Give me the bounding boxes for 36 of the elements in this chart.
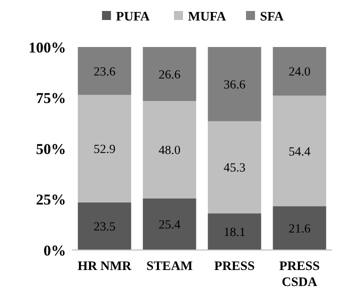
data-label: 54.4 [288, 144, 312, 158]
y-tick-label: 100% [28, 40, 66, 56]
data-label: 23.5 [94, 220, 116, 234]
bar [142, 198, 196, 250]
x-tick-label: STEAM [146, 258, 193, 273]
bar [208, 121, 262, 214]
bar [272, 47, 326, 96]
data-label: 26.6 [158, 67, 180, 82]
x-tick-label: PRESS [214, 258, 255, 273]
data-label: 23.6 [94, 64, 116, 78]
data-label: 25.4 [158, 218, 182, 232]
data-label: 18.1 [224, 225, 246, 240]
legend-label: MUFA [188, 8, 227, 24]
data-label: 24.0 [288, 64, 310, 79]
data-label: 52.9 [94, 142, 116, 156]
bar [208, 213, 262, 250]
bar [78, 47, 132, 95]
bar [208, 47, 262, 122]
legend-label: PUFA [116, 8, 150, 24]
x-tick-label: PRESS CSDA [279, 258, 320, 289]
bar [272, 206, 326, 250]
legend-label: SFA [260, 8, 284, 24]
x-tick-label: HR NMR [78, 258, 132, 273]
data-label: 45.3 [224, 160, 246, 175]
y-tick-label: 75% [36, 91, 66, 107]
bar [78, 202, 132, 250]
y-tick-label: 25% [36, 192, 66, 208]
y-tick-label: 50% [36, 142, 66, 158]
data-label: 48.0 [158, 143, 180, 158]
y-tick-label: 0% [44, 243, 66, 260]
bar [78, 94, 132, 202]
data-label: 36.6 [224, 78, 246, 92]
bar [142, 101, 196, 198]
data-label: 21.6 [288, 221, 310, 236]
bar [142, 47, 196, 101]
bar [272, 96, 326, 206]
